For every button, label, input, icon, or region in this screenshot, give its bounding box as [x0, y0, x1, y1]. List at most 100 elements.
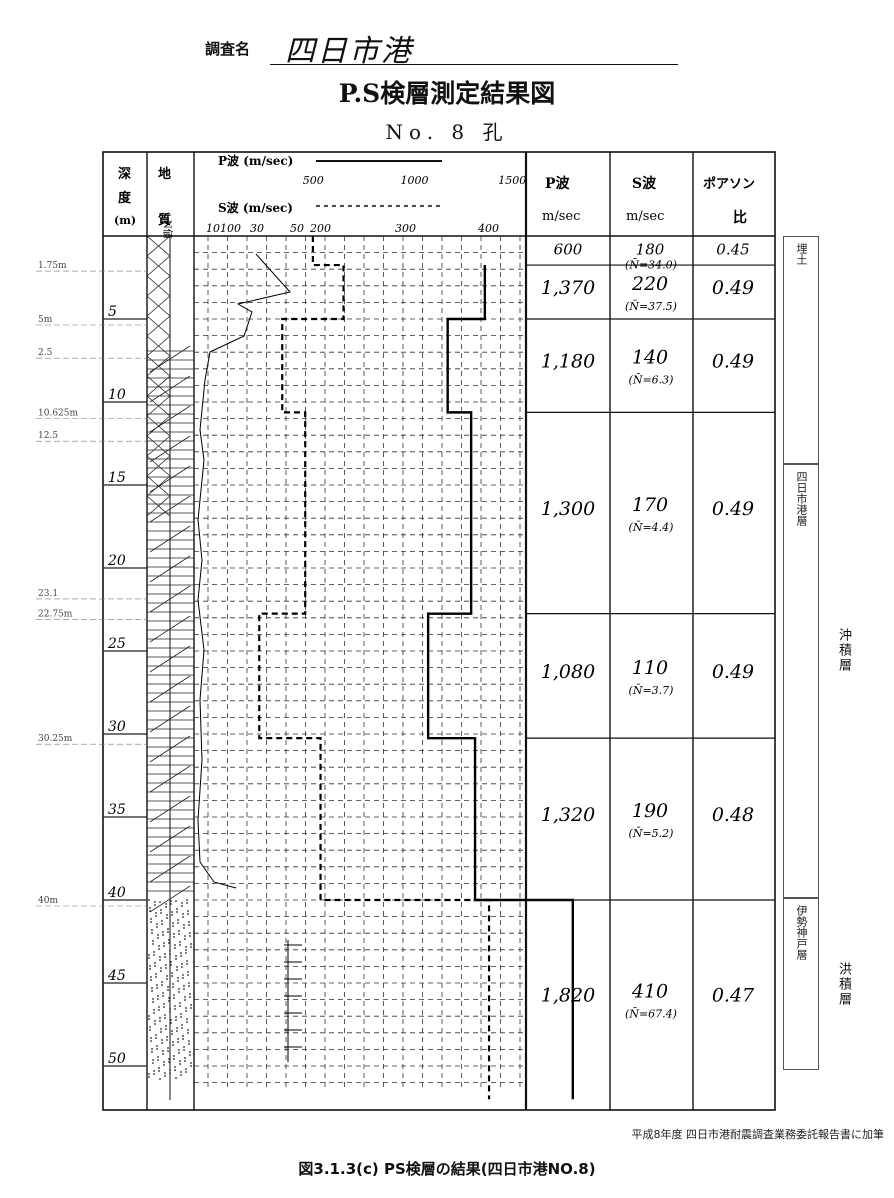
hole-number: No. 8 孔	[385, 120, 509, 144]
geology-gravel-dot	[163, 1006, 165, 1008]
geology-gravel-dot	[163, 1061, 165, 1063]
geology-gravel-dot	[164, 1072, 166, 1074]
geology-gravel-dot	[181, 963, 183, 965]
geology-diagonal-pattern	[149, 525, 191, 553]
geology-gravel-dot	[157, 1059, 159, 1061]
depth-tick-label: 35	[108, 802, 126, 818]
layer-poisson-value: 0.49	[712, 661, 754, 683]
geology-gravel-dot	[156, 987, 158, 989]
geology-gravel-dot	[159, 1078, 161, 1080]
s-scale-tick-label: 10	[206, 222, 220, 235]
geology-gravel-dot	[162, 995, 164, 997]
geology-gravel-dot	[174, 1008, 176, 1010]
geology-gravel-dot	[165, 967, 167, 969]
margin-depth-note: 2.5	[38, 348, 53, 358]
p-scale-tick-label: 1000	[401, 174, 429, 187]
geology-gravel-dot	[172, 1041, 174, 1043]
geology-gravel-dot	[161, 1042, 163, 1044]
margin-depth-note: 10.625m	[38, 408, 78, 418]
geology-gravel-dot	[155, 912, 157, 914]
layer-n-value: (N̄=37.5)	[625, 300, 677, 313]
geology-cross-hatch	[146, 375, 171, 397]
geology-gravel-dot	[155, 973, 157, 975]
geology-gravel-dot	[151, 1048, 153, 1050]
geology-gravel-dot	[156, 926, 158, 928]
p-wave-unit: m/sec	[542, 209, 580, 224]
geology-gravel-dot	[165, 964, 167, 966]
geology-gravel-dot	[189, 932, 191, 934]
geology-gravel-dot	[183, 927, 185, 929]
geology-gravel-dot	[177, 980, 179, 982]
depth-tick-label: 50	[108, 1051, 126, 1067]
geology-gravel-dot	[153, 951, 155, 953]
geology-gravel-dot	[177, 977, 179, 979]
geology-gravel-dot	[173, 1058, 175, 1060]
geology-gravel-dot	[165, 906, 167, 908]
geology-gravel-dot	[154, 965, 156, 967]
layer-p-value: 600	[554, 241, 583, 259]
geology-gravel-dot	[151, 932, 153, 934]
geology-gravel-dot	[189, 935, 191, 937]
margin-depth-note: 23.1	[38, 589, 58, 599]
geology-gravel-dot	[178, 930, 180, 932]
geology-gravel-dot	[171, 972, 173, 974]
geology-gravel-dot	[169, 953, 171, 955]
geology-gravel-dot	[186, 963, 188, 965]
layer-n-value: (N̄=4.4)	[629, 521, 674, 534]
geology-gravel-dot	[179, 1002, 181, 1004]
geology-gravel-dot	[170, 964, 172, 966]
geology-cross-hatch	[146, 235, 171, 257]
wave-velocity-lines	[258, 236, 575, 1100]
geology-gravel-dot	[185, 1007, 187, 1009]
layer-p-value: 1,320	[541, 804, 595, 826]
geology-gravel-dot	[174, 1069, 176, 1071]
geology-gravel-dot	[160, 909, 162, 911]
geology-gravel-dot	[170, 900, 172, 902]
geology-gravel-dot	[152, 1062, 154, 1064]
geology-gravel-dot	[185, 949, 187, 951]
geology-gravel-dot	[150, 921, 152, 923]
depth-tick-label: 30	[108, 719, 126, 735]
geology-gravel-dot	[159, 959, 161, 961]
geology-gravel-dot	[176, 908, 178, 910]
geology-gravel-dot	[153, 1073, 155, 1075]
geology-gravel-dot	[180, 1016, 182, 1018]
geology-gravel-dot	[178, 988, 180, 990]
p-wave-line	[426, 265, 575, 1100]
geology-gravel-dot	[154, 1023, 156, 1025]
geology-gravel-dot	[157, 937, 159, 939]
geology-diagonal-pattern	[149, 795, 191, 823]
geology-gravel-dot	[175, 955, 177, 957]
geology-gravel-dot	[168, 942, 170, 944]
geology-diagonal-pattern	[149, 825, 191, 853]
geology-gravel-dot	[169, 1011, 171, 1013]
geology-gravel-dot	[190, 943, 192, 945]
geology-gravel-dot	[162, 1053, 164, 1055]
geology-cross-hatch	[146, 315, 171, 337]
geology-gravel-dot	[190, 1007, 192, 1009]
geology-gravel-dot	[152, 1001, 154, 1003]
layer-n-value: (N̄=5.2)	[629, 827, 674, 840]
geology-gravel-dot	[172, 925, 174, 927]
geology-gravel-dot	[169, 1072, 171, 1074]
geology-gravel-dot	[188, 985, 190, 987]
geology-gravel-dot	[161, 920, 163, 922]
figure-caption: 図3.1.3(c) PS検層の結果(四日市港NO.8)	[298, 1160, 596, 1178]
depth-tick-label: 5	[108, 304, 117, 320]
geology-gravel-dot	[184, 938, 186, 940]
geology-gravel-dot	[174, 947, 176, 949]
geology-gravel-dot	[187, 1032, 189, 1034]
p-wave-header: P波	[545, 175, 571, 192]
geology-gravel-dot	[156, 923, 158, 925]
geology-gravel-dot	[160, 912, 162, 914]
geology-gravel-dot	[170, 903, 172, 905]
group-diluvium: 洪積層	[836, 962, 851, 1007]
geology-gravel-dot	[152, 940, 154, 942]
geology-gravel-dot	[155, 976, 157, 978]
geology-gravel-dot	[148, 1015, 150, 1017]
layer-poisson-value: 0.45	[716, 241, 749, 259]
formation-fill-label: 埋土	[795, 243, 808, 265]
geology-diagonal-pattern	[149, 645, 191, 673]
geology-gravel-dot	[158, 1009, 160, 1011]
